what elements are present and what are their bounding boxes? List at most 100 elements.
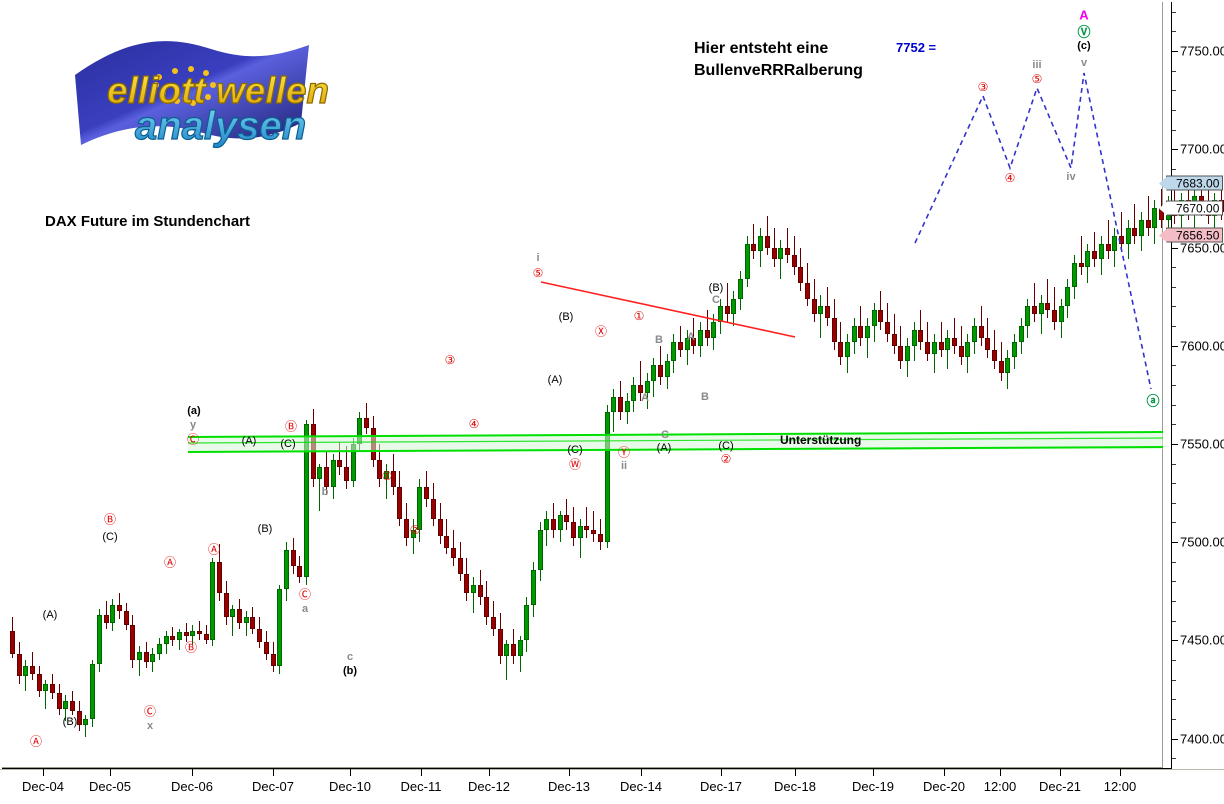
candle-body	[470, 585, 476, 594]
candle-body	[758, 235, 764, 252]
candle-body	[1078, 263, 1084, 268]
candle-wick	[586, 506, 588, 539]
candle-body	[871, 310, 877, 327]
wave-label-red: Ⓒ	[143, 704, 157, 719]
candle-body	[424, 487, 430, 499]
date-tick-label: Dec-19	[852, 779, 894, 794]
candle-body	[337, 459, 343, 468]
candle-wick	[45, 679, 47, 710]
candle-body	[691, 337, 697, 346]
candle-body	[531, 569, 537, 605]
candle-body	[885, 322, 891, 334]
date-tick-label: Dec-07	[252, 779, 294, 794]
candle-body	[751, 243, 757, 252]
wave-label-gray: C	[712, 294, 720, 306]
wave-label-black: (B)	[708, 282, 724, 294]
candle-wick	[599, 518, 601, 550]
candle-wick	[506, 640, 508, 680]
price-tick-minor	[1172, 424, 1176, 426]
price-tick	[1172, 345, 1178, 347]
wave-label-red: Ⓐ	[29, 734, 43, 749]
candle-body	[357, 418, 363, 444]
candle-body	[477, 585, 483, 598]
candle-wick	[726, 282, 728, 323]
candle-body	[644, 381, 650, 393]
price-tick	[1172, 51, 1178, 53]
date-tick-label: Dec-05	[89, 779, 131, 794]
candle-body	[1098, 243, 1104, 260]
wave-label-gray: b	[321, 486, 329, 498]
candle-body	[978, 326, 984, 338]
candle-body	[537, 530, 543, 570]
candle-wick	[579, 518, 581, 558]
date-tick-label: Dec-10	[329, 779, 371, 794]
candle-body	[925, 341, 931, 354]
candle-wick	[386, 463, 388, 499]
candle-body	[223, 593, 229, 617]
wave-label-red: ④	[1004, 171, 1016, 185]
candle-body	[1052, 310, 1058, 323]
badge-pointer-icon	[1159, 228, 1167, 243]
price-tick-minor	[1172, 11, 1176, 13]
candle-body	[323, 467, 329, 488]
candle-body	[804, 282, 810, 299]
candle-body	[243, 616, 249, 623]
price-tick-minor	[1172, 718, 1176, 720]
candle-wick	[786, 227, 788, 264]
candle-wick	[1147, 196, 1149, 236]
candle-body	[364, 418, 370, 429]
wave-label-black: (C)	[102, 531, 118, 543]
price-tick-minor	[1172, 129, 1176, 131]
candle-body	[16, 654, 22, 676]
candle-body	[1118, 235, 1124, 244]
date-tick	[489, 769, 490, 776]
candle-body	[905, 345, 911, 362]
candle-body	[50, 683, 56, 694]
price-tick-minor	[1172, 267, 1176, 269]
wave-label-black: (C)	[280, 438, 296, 450]
annotation-headline: Hier entsteht eine BullenveRRRalberung	[694, 38, 863, 82]
wave-label-red: ③	[977, 80, 989, 94]
wave-label-black: (C)	[718, 440, 734, 452]
candle-body	[70, 701, 76, 712]
candle-wick	[1054, 286, 1056, 330]
price-badge-last[interactable]: 7670.00	[1159, 200, 1224, 216]
wave-label-gray: a	[301, 603, 309, 615]
candle-body	[704, 330, 710, 338]
candle-body	[1105, 243, 1111, 252]
candle-body	[851, 326, 857, 342]
candle-body	[457, 557, 463, 574]
logo-graphic: elliott wellen analysen	[75, 41, 328, 149]
plot-area[interactable]	[2, 2, 1163, 768]
wave-label-red: Ⓑ	[103, 512, 117, 527]
candle-body	[911, 330, 917, 346]
candle-body	[891, 333, 897, 346]
candle-body	[524, 604, 530, 641]
wave-label-gray: C	[661, 429, 669, 441]
logo-text-analysen: analysen	[135, 104, 306, 148]
candle-body	[377, 459, 383, 480]
badge-pointer-icon	[1159, 176, 1167, 191]
price-tick-minor	[1172, 659, 1176, 661]
price-badge-ask[interactable]: 7656.50	[1159, 227, 1224, 243]
date-tick	[569, 769, 570, 776]
candle-body	[657, 365, 663, 378]
candle-body	[397, 487, 403, 519]
candle-body	[404, 518, 410, 539]
date-axis-line-secondary	[0, 769, 1224, 770]
candle-body	[83, 718, 89, 725]
candle-body	[410, 530, 416, 539]
wave-label-green: Ⓥ	[1077, 24, 1091, 40]
date-tick-label: Dec-12	[468, 779, 510, 794]
price-badge-bid[interactable]: 7683.00	[1159, 175, 1224, 191]
badge-pointer-icon	[1159, 201, 1167, 216]
candle-body	[504, 644, 510, 657]
price-tick	[1172, 149, 1178, 151]
candle-body	[270, 654, 276, 666]
candle-wick	[319, 463, 321, 511]
candle-wick	[85, 714, 87, 737]
candle-body	[918, 330, 924, 342]
date-tick	[1120, 769, 1121, 776]
candle-body	[624, 400, 630, 413]
candle-wick	[639, 361, 641, 401]
